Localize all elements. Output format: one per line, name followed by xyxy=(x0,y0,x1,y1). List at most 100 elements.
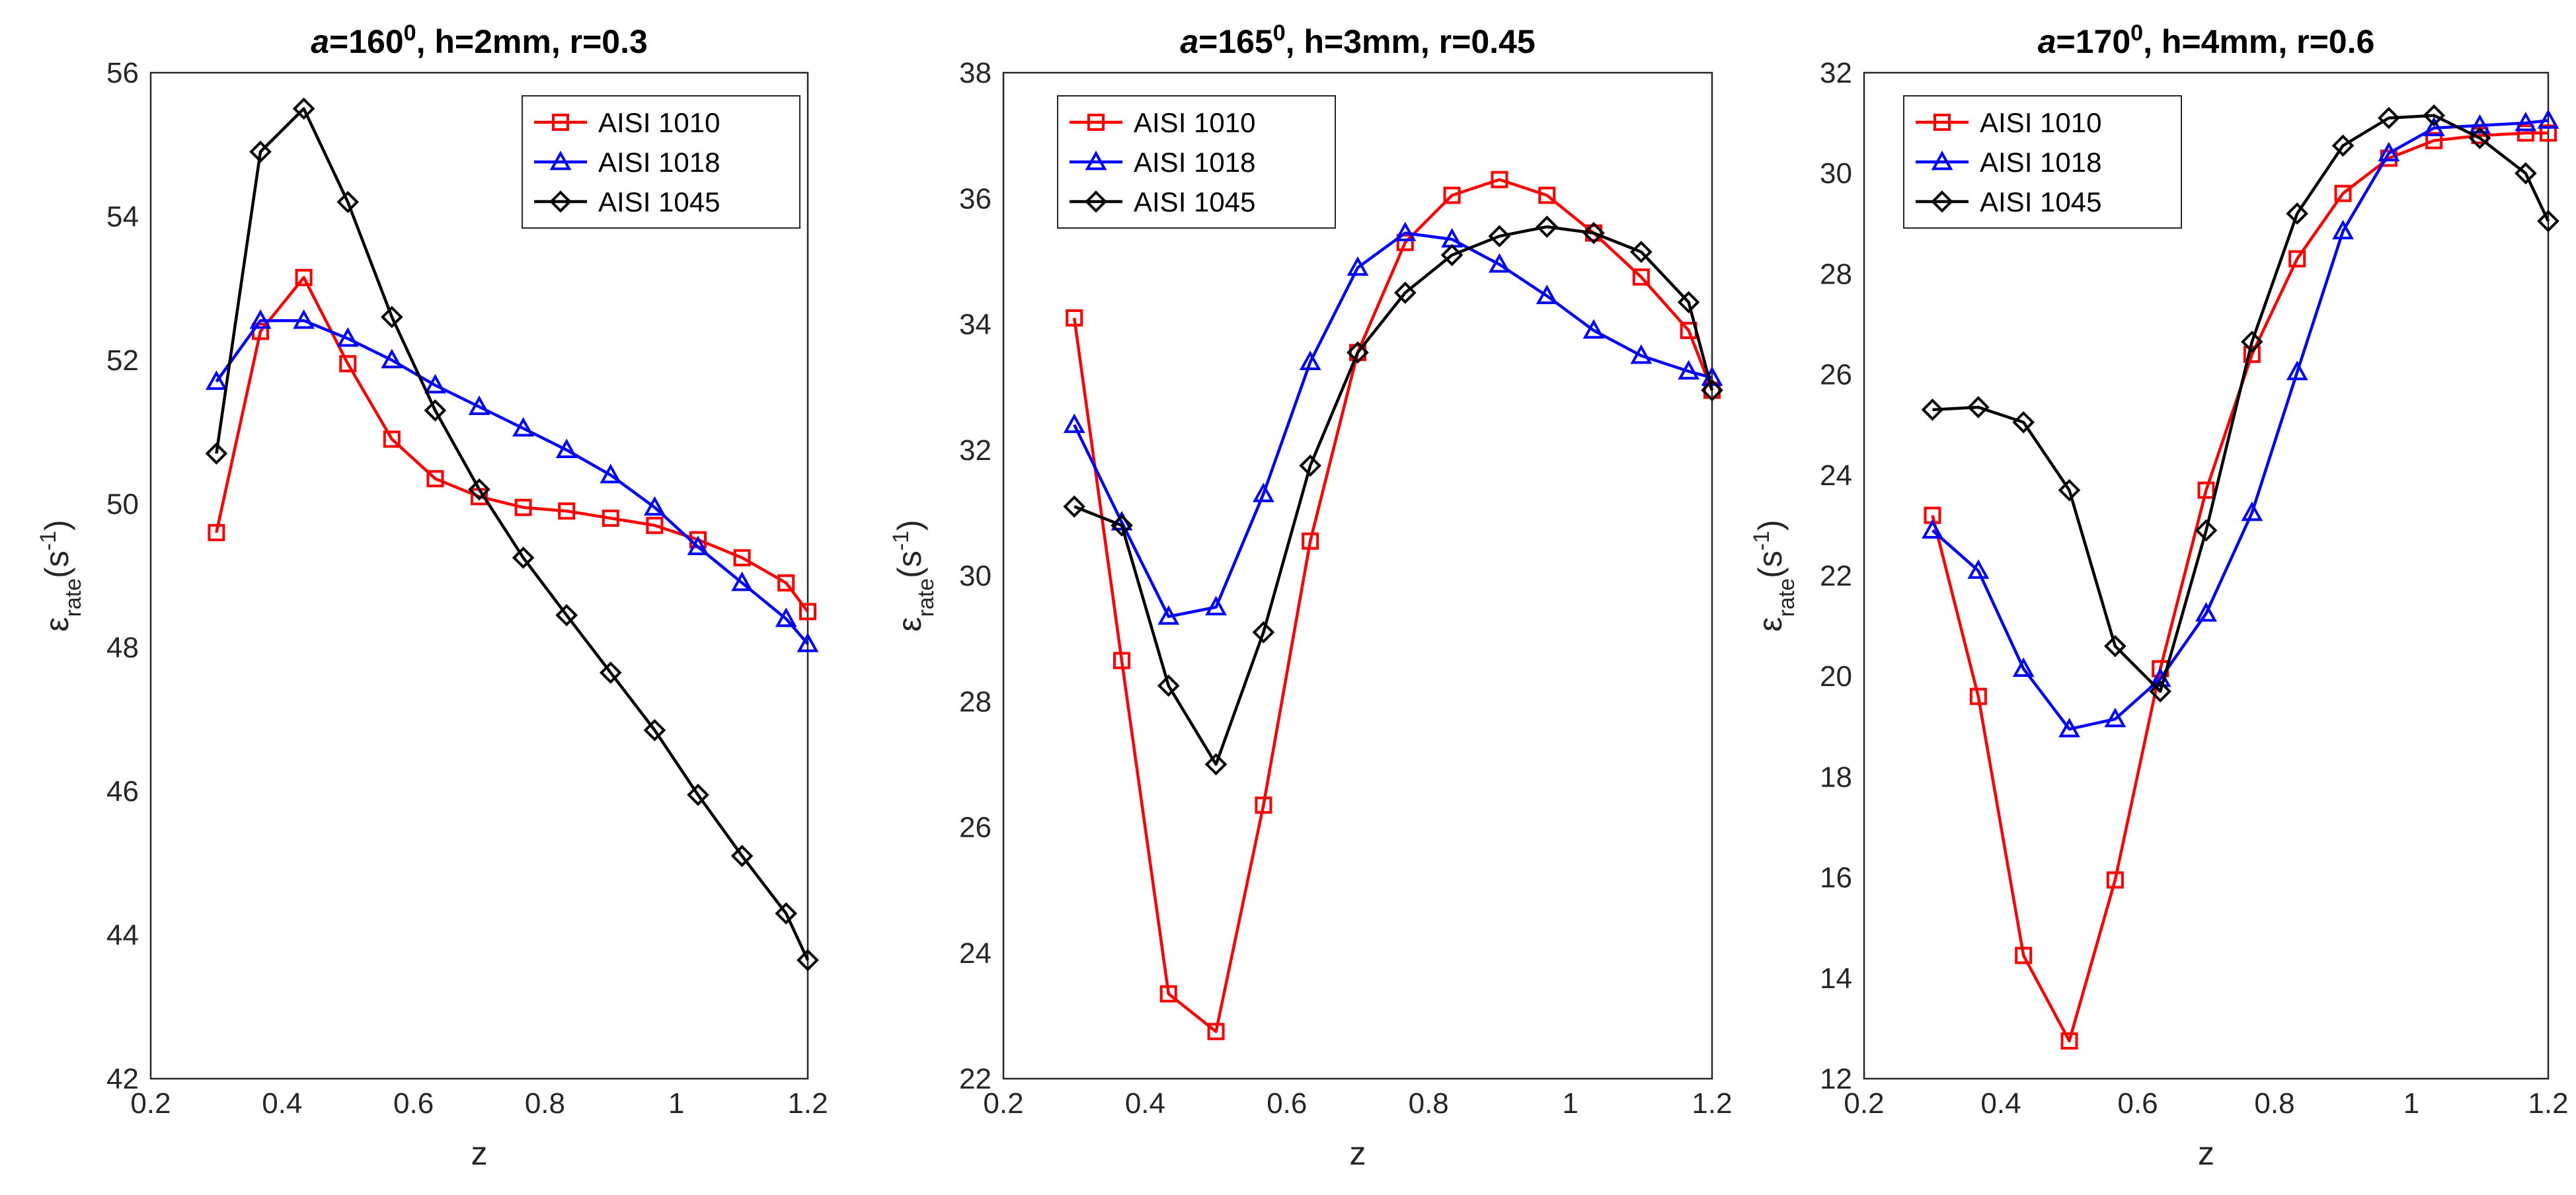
legend-label: AISI 1018 xyxy=(598,147,720,178)
y-tick-label: 20 xyxy=(1820,660,1852,693)
x-tick-label: 1.2 xyxy=(787,1087,828,1120)
series-line xyxy=(1931,132,2548,1043)
data-point xyxy=(336,190,360,213)
y-tick-label: 26 xyxy=(959,812,992,844)
series-aisi-1010 xyxy=(1066,171,1721,1040)
y-axis-label: εrate(s-1) xyxy=(36,520,86,631)
data-point xyxy=(2104,635,2127,658)
y-axis-label: εrate(s-1) xyxy=(888,520,939,631)
legend-entry: AISI 1018 xyxy=(1916,147,2101,178)
y-tick-label: 54 xyxy=(106,200,139,233)
chart-2: 0.2 0.4 0.6 0.8 1 1.2 22 24 26 28 30 32 34 36 38 a=1650… xyxy=(888,20,1733,1172)
data-point xyxy=(602,510,619,527)
series-line xyxy=(1073,231,1713,619)
series-aisi-1045 xyxy=(1921,104,2559,703)
y-tick-label: 38 xyxy=(959,57,992,89)
x-tick-label: 0.2 xyxy=(130,1087,171,1120)
series-line xyxy=(1072,178,1714,1033)
data-point xyxy=(1632,268,1650,286)
data-point xyxy=(381,348,403,369)
x-tick-label: 0.4 xyxy=(1980,1087,2021,1120)
data-point xyxy=(775,607,797,627)
data-point xyxy=(1205,596,1227,615)
axes-frame xyxy=(1863,71,2550,1080)
legend-label: AISI 1018 xyxy=(1134,147,1255,178)
legend: AISI 1010 AISI 1018 AISI 1045 xyxy=(1903,95,2182,229)
series-line xyxy=(1932,119,2549,731)
data-point xyxy=(2515,111,2537,132)
legend-entry: AISI 1018 xyxy=(1070,147,1255,178)
y-tick-label: 30 xyxy=(1820,157,1852,190)
data-point xyxy=(687,535,709,555)
y-tick-label: 34 xyxy=(959,309,992,341)
data-point xyxy=(1347,256,1369,276)
data-point xyxy=(2515,162,2537,185)
y-tick-label: 24 xyxy=(1820,459,1852,492)
x-tick-label: 1 xyxy=(668,1087,684,1120)
y-tick-label: 44 xyxy=(106,919,139,952)
legend-marker xyxy=(1931,190,1953,213)
data-point xyxy=(731,571,753,592)
data-point xyxy=(1255,796,1272,814)
x-tick-label: 1 xyxy=(1562,1087,1578,1120)
data-point xyxy=(2540,124,2557,142)
chart-title: a=1600, h=2mm, r=0.3 xyxy=(311,20,648,60)
data-point xyxy=(380,305,403,328)
data-point xyxy=(1629,241,1653,263)
data-point xyxy=(599,661,622,684)
data-point xyxy=(646,516,664,534)
y-tick-label: 48 xyxy=(106,632,139,664)
data-point xyxy=(2468,127,2491,149)
data-point xyxy=(468,478,490,501)
data-point xyxy=(426,470,444,488)
data-point xyxy=(2195,601,2217,622)
data-point xyxy=(1677,291,1700,314)
data-point xyxy=(1066,309,1083,327)
series-aisi-1045 xyxy=(1063,215,1723,776)
y-tick-label: 56 xyxy=(106,57,139,89)
data-point xyxy=(1491,171,1508,188)
legend: AISI 1010 AISI 1018 AISI 1045 xyxy=(522,95,800,229)
x-tick-label: 0.6 xyxy=(1267,1087,1307,1120)
legend-marker xyxy=(1085,150,1107,171)
legend-entry: AISI 1045 xyxy=(534,186,720,217)
y-tick-label: 36 xyxy=(959,182,992,215)
data-point xyxy=(2378,141,2400,162)
data-point xyxy=(1536,215,1559,238)
data-point xyxy=(1582,221,1605,245)
data-point xyxy=(1701,379,1723,402)
legend-entry: AISI 1010 xyxy=(534,107,720,138)
data-point xyxy=(2537,109,2559,129)
legend-marker xyxy=(1087,114,1105,131)
data-point xyxy=(1252,621,1275,644)
data-point xyxy=(2060,1032,2078,1050)
x-tick-label: 0.8 xyxy=(2254,1087,2294,1120)
data-point xyxy=(797,948,819,972)
data-point xyxy=(1489,253,1510,273)
data-point xyxy=(1536,284,1558,305)
data-point xyxy=(339,355,357,373)
data-point xyxy=(1063,495,1086,518)
legend: AISI 1010 AISI 1018 AISI 1045 xyxy=(1057,95,1336,229)
data-point xyxy=(2378,106,2400,130)
data-point xyxy=(512,417,534,437)
data-point xyxy=(2334,184,2352,202)
data-point xyxy=(2149,680,2171,703)
data-point xyxy=(2104,707,2127,728)
data-point xyxy=(2058,479,2081,502)
y-tick-label: 42 xyxy=(106,1063,139,1095)
data-point xyxy=(2012,657,2035,677)
legend-entry: AISI 1018 xyxy=(534,147,720,178)
data-point xyxy=(2537,210,2559,233)
legend-entry: AISI 1010 xyxy=(1070,107,1255,138)
legend-label: AISI 1010 xyxy=(1134,107,1255,138)
data-point xyxy=(730,845,754,867)
data-point xyxy=(2015,946,2033,964)
data-point xyxy=(2517,124,2534,142)
data-point xyxy=(514,498,532,516)
legend-label: AISI 1045 xyxy=(1134,186,1255,217)
y-tick-label: 32 xyxy=(1820,57,1852,89)
data-point xyxy=(687,783,709,806)
data-point xyxy=(1969,687,1987,705)
